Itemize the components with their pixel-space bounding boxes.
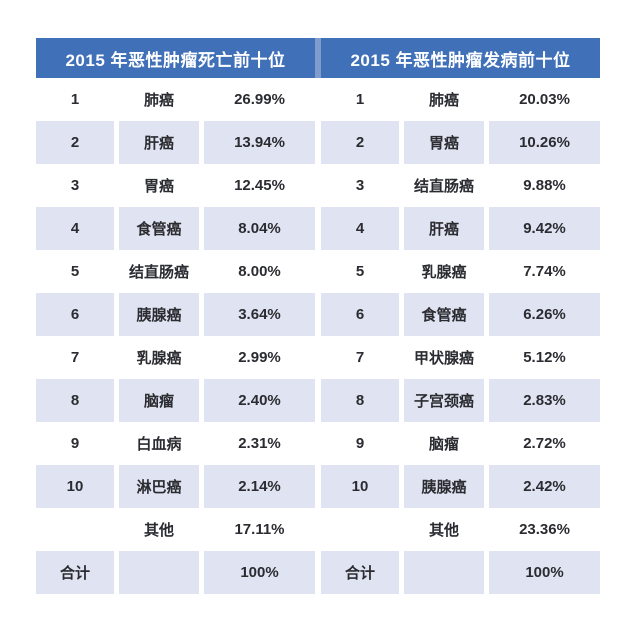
incidence-rank-cell: 合计 [321, 551, 399, 594]
mortality-value-cell: 2.31% [238, 435, 281, 452]
table-row: 2 肝癌 13.94% 2 胃癌 10.26% [36, 121, 600, 164]
mortality-value-cell: 2.99% [238, 349, 281, 366]
incidence-rank-cell: 8 [321, 379, 399, 422]
mortality-value-cell: 13.94% [204, 121, 315, 164]
mortality-rank-cell: 10 [36, 465, 114, 508]
mortality-name-cell: 白血病 [136, 436, 182, 453]
table-row: 4 食管癌 8.04% 4 肝癌 9.42% [36, 207, 600, 250]
mortality-name-cell: 结直肠癌 [128, 264, 189, 281]
incidence-name-cell: 其他 [428, 522, 459, 539]
table-header-row: 2015 年恶性肿瘤死亡前十位 2015 年恶性肿瘤发病前十位 [36, 38, 600, 78]
incidence-name-cell: 肺癌 [428, 92, 459, 109]
mortality-name-cell: 肺癌 [143, 92, 174, 109]
incidence-name-cell: 肝癌 [404, 207, 484, 250]
incidence-value-cell: 2.72% [523, 435, 566, 452]
incidence-name-cell: 子宫颈癌 [404, 379, 484, 422]
mortality-rank-cell [36, 508, 114, 551]
table-row: 10 淋巴癌 2.14% 10 胰腺癌 2.42% [36, 465, 600, 508]
table-row: 其他 17.11% 其他 23.36% [36, 508, 600, 551]
incidence-name-cell: 结直肠癌 [413, 178, 474, 195]
incidence-value-cell: 20.03% [519, 91, 570, 108]
incidence-rank-cell: 6 [321, 293, 399, 336]
mortality-name-cell: 乳腺癌 [136, 350, 182, 367]
incidence-table-header: 2015 年恶性肿瘤发病前十位 [321, 38, 600, 78]
table-body: 1 肺癌 26.99% 1 肺癌 20.03% 2 肝癌 13.94% 2 胃癌 10.26% 3 胃癌 1… [36, 78, 600, 594]
mortality-value-cell: 12.45% [234, 177, 285, 194]
mortality-name-cell: 胃癌 [143, 178, 174, 195]
table-row: 9 白血病 2.31% 9 脑瘤 2.72% [36, 422, 600, 465]
mortality-value-cell: 2.40% [204, 379, 315, 422]
table-row: 5 结直肠癌 8.00% 5 乳腺癌 7.74% [36, 250, 600, 293]
mortality-value-cell: 8.04% [204, 207, 315, 250]
mortality-rank-cell: 4 [36, 207, 114, 250]
incidence-rank-cell: 2 [321, 121, 399, 164]
mortality-table-header: 2015 年恶性肿瘤死亡前十位 [36, 38, 315, 78]
mortality-rank-cell: 6 [36, 293, 114, 336]
cancer-statistics-table: 2015 年恶性肿瘤死亡前十位 2015 年恶性肿瘤发病前十位 1 肺癌 26.99… [36, 38, 600, 594]
mortality-rank-cell: 合计 [36, 551, 114, 594]
table-row: 8 脑瘤 2.40% 8 子宫颈癌 2.83% [36, 379, 600, 422]
incidence-name-cell: 胃癌 [404, 121, 484, 164]
mortality-rank-cell: 2 [36, 121, 114, 164]
mortality-rank-cell: 1 [70, 91, 80, 108]
incidence-value-cell: 2.83% [489, 379, 600, 422]
incidence-rank-cell: 1 [355, 91, 365, 108]
incidence-value-cell: 6.26% [489, 293, 600, 336]
incidence-value-cell: 7.74% [523, 263, 566, 280]
mortality-rank-cell: 5 [70, 263, 80, 280]
mortality-name-cell: 食管癌 [119, 207, 199, 250]
incidence-value-cell: 100% [489, 551, 600, 594]
incidence-name-cell: 甲状腺癌 [413, 350, 474, 367]
mortality-name-cell: 脑瘤 [119, 379, 199, 422]
mortality-rank-cell: 8 [36, 379, 114, 422]
incidence-rank-cell [321, 508, 399, 551]
incidence-rank-cell: 4 [321, 207, 399, 250]
mortality-value-cell: 100% [204, 551, 315, 594]
mortality-value-cell: 8.00% [238, 263, 281, 280]
incidence-rank-cell: 3 [355, 177, 365, 194]
table-row: 6 胰腺癌 3.64% 6 食管癌 6.26% [36, 293, 600, 336]
incidence-name-cell: 胰腺癌 [404, 465, 484, 508]
incidence-rank-cell: 7 [355, 349, 365, 366]
incidence-name-cell: 食管癌 [404, 293, 484, 336]
mortality-value-cell: 17.11% [234, 521, 285, 538]
incidence-rank-cell: 10 [321, 465, 399, 508]
mortality-rank-cell: 9 [70, 435, 80, 452]
mortality-name-cell: 肝癌 [119, 121, 199, 164]
mortality-name-cell [119, 551, 199, 594]
incidence-rank-cell: 9 [355, 435, 365, 452]
incidence-rank-cell: 5 [355, 263, 365, 280]
incidence-value-cell: 2.42% [489, 465, 600, 508]
incidence-value-cell: 9.42% [489, 207, 600, 250]
mortality-value-cell: 2.14% [204, 465, 315, 508]
mortality-value-cell: 3.64% [204, 293, 315, 336]
mortality-name-cell: 其他 [143, 522, 174, 539]
table-row: 7 乳腺癌 2.99% 7 甲状腺癌 5.12% [36, 336, 600, 379]
table-row: 合计 100% 合计 100% [36, 551, 600, 594]
incidence-value-cell: 9.88% [523, 177, 566, 194]
mortality-value-cell: 26.99% [234, 91, 285, 108]
incidence-value-cell: 5.12% [523, 349, 566, 366]
incidence-value-cell: 10.26% [489, 121, 600, 164]
mortality-name-cell: 胰腺癌 [119, 293, 199, 336]
incidence-name-cell: 乳腺癌 [421, 264, 467, 281]
mortality-rank-cell: 7 [70, 349, 80, 366]
mortality-rank-cell: 3 [70, 177, 80, 194]
mortality-name-cell: 淋巴癌 [119, 465, 199, 508]
table-row: 1 肺癌 26.99% 1 肺癌 20.03% [36, 78, 600, 121]
incidence-value-cell: 23.36% [519, 521, 570, 538]
incidence-name-cell: 脑瘤 [428, 436, 459, 453]
incidence-name-cell [404, 551, 484, 594]
table-row: 3 胃癌 12.45% 3 结直肠癌 9.88% [36, 164, 600, 207]
